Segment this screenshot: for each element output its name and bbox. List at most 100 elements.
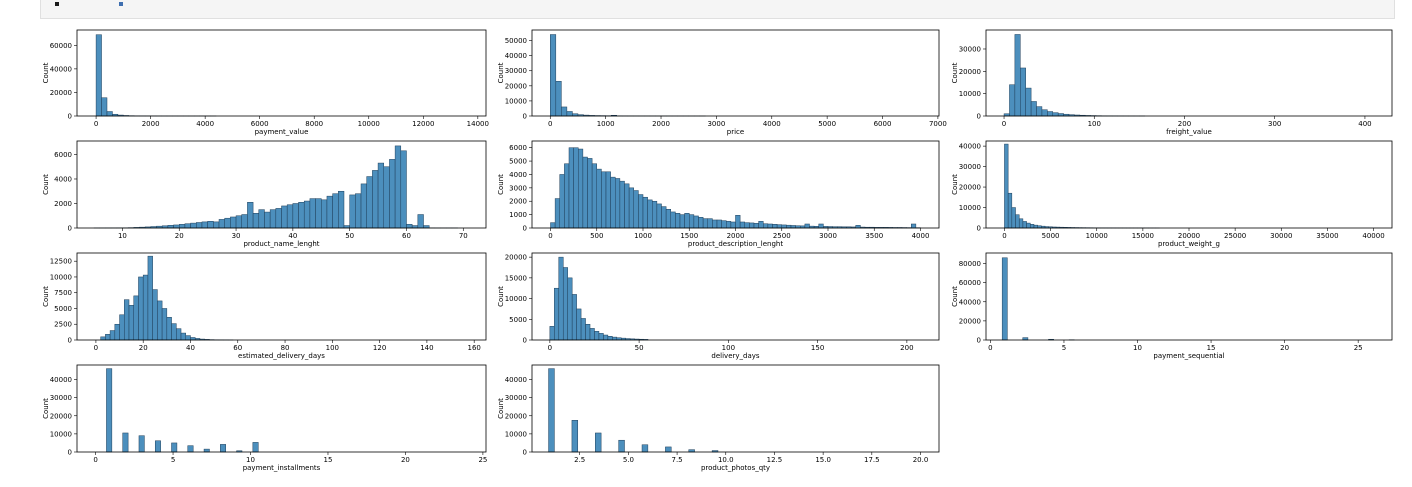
y-tick-label: 60000 <box>959 279 981 287</box>
x-tick-label: 2000 <box>727 232 745 240</box>
histogram-bar <box>1041 109 1048 117</box>
histogram-bar <box>585 324 591 341</box>
histogram-bar <box>571 294 577 341</box>
y-tick-label: 6000 <box>509 144 527 152</box>
y-tick-label: 20000 <box>959 184 981 192</box>
y-tick-label: 4000 <box>54 175 72 183</box>
histogram-bar <box>309 198 316 229</box>
y-tick-label: 12500 <box>50 258 72 266</box>
y-tick-label: 10000 <box>50 273 72 281</box>
x-tick-label: 50 <box>345 232 354 240</box>
histogram-bar <box>618 439 625 453</box>
histogram-bar <box>264 211 271 229</box>
histogram-bar <box>721 220 727 229</box>
x-tick-label: 0 <box>94 344 98 352</box>
histogram-bar <box>196 222 203 229</box>
x-tick-label: 400 <box>1358 120 1371 128</box>
histogram-bar <box>1036 106 1043 117</box>
y-axis-label: Count <box>497 398 505 419</box>
x-tick-label: 0 <box>1002 120 1006 128</box>
x-tick-label: 0 <box>548 232 552 240</box>
x-tick-label: 2000 <box>652 120 670 128</box>
histogram-bar <box>1004 143 1009 229</box>
x-tick-label: 8000 <box>305 120 323 128</box>
x-tick-label: 4000 <box>763 120 781 128</box>
y-tick-label: 2000 <box>54 200 72 208</box>
y-tick-label: 30000 <box>505 67 527 75</box>
histogram-bar <box>641 444 649 453</box>
histogram-bar <box>548 368 555 453</box>
histogram-bar <box>571 420 579 453</box>
y-tick-label: 50000 <box>505 37 527 45</box>
histogram-bar <box>578 148 584 229</box>
x-tick-label: 0 <box>988 344 992 352</box>
histogram-bar <box>326 195 333 229</box>
histogram-bar <box>133 295 139 341</box>
x-tick-label: 40 <box>186 344 195 352</box>
histogram-bar <box>758 221 764 229</box>
x-tick-label: 20000 <box>1178 232 1200 240</box>
histogram-bar <box>559 174 565 229</box>
x-axis-label: product_photos_qty <box>701 464 770 472</box>
x-tick-label: 200 <box>1178 120 1191 128</box>
histogram-bar <box>633 190 639 229</box>
x-axis-label: payment_installments <box>243 464 321 472</box>
x-tick-label: 20 <box>401 456 410 464</box>
x-tick-label: 100 <box>1088 120 1101 128</box>
histogram-bar <box>1015 214 1020 229</box>
histogram-bar <box>1052 112 1059 117</box>
subplot-payment_sequential: 0 5 10 15 20 25 0 20000 40000 60000 80000 payment_s… <box>951 252 1393 360</box>
histogram-bar <box>95 34 102 117</box>
histogram-bar <box>171 323 177 341</box>
histogram-bar <box>818 223 824 229</box>
histogram-bar <box>589 328 595 341</box>
x-tick-label: 25000 <box>1224 232 1246 240</box>
histogram-bar <box>665 209 671 229</box>
y-tick-label: 0 <box>523 225 527 233</box>
histogram-bar <box>804 223 810 229</box>
y-tick-label: 5000 <box>509 316 527 324</box>
histogram-bar <box>166 317 172 341</box>
subplot-product_description_lenght: 0 500 1000 1500 2000 2500 3000 3500 4000 0 1000 200… <box>497 140 940 248</box>
histogram-bar <box>303 200 311 229</box>
histogram-bar <box>138 435 145 453</box>
histogram-bar <box>1025 87 1032 117</box>
histogram-bar <box>562 267 568 341</box>
histogram-bar <box>1030 224 1035 229</box>
histogram-bar <box>693 215 699 229</box>
histogram-bar <box>258 209 265 229</box>
histogram-bar <box>661 206 667 229</box>
x-tick-label: 15000 <box>1132 232 1154 240</box>
y-tick-label: 0 <box>977 113 981 121</box>
histogram-bar <box>100 336 106 341</box>
histogram-bar <box>119 314 125 341</box>
x-tick-label: 2.5 <box>574 456 585 464</box>
histogram-bar <box>1020 67 1026 117</box>
histogram-bar <box>171 442 178 453</box>
axes-frame <box>76 252 487 341</box>
cell-marker-icon <box>55 2 59 6</box>
histogram-bar <box>772 224 778 229</box>
histogram-bar <box>567 277 573 341</box>
y-tick-label: 20000 <box>959 317 981 325</box>
histogram-bar <box>1033 224 1038 229</box>
histogram-bar <box>101 97 108 117</box>
histogram-bar <box>549 326 555 341</box>
histogram-bar <box>1022 221 1027 229</box>
histogram-bar <box>377 162 385 229</box>
histogram-bar <box>252 213 260 229</box>
histogram-bar <box>157 300 163 341</box>
histogram-bar <box>726 221 732 229</box>
x-tick-label: 35000 <box>1316 232 1338 240</box>
x-tick-label: 160 <box>467 344 480 352</box>
x-tick-label: 10 <box>118 232 127 240</box>
histogram-bar <box>1014 34 1021 117</box>
y-tick-label: 7500 <box>54 289 72 297</box>
y-axis-label: Count <box>42 62 50 83</box>
histogram-bar <box>203 448 210 453</box>
histogram-bar <box>786 224 792 229</box>
histogram-bar <box>124 299 130 341</box>
x-axis-label: price <box>727 128 744 136</box>
y-tick-label: 20000 <box>959 68 981 76</box>
